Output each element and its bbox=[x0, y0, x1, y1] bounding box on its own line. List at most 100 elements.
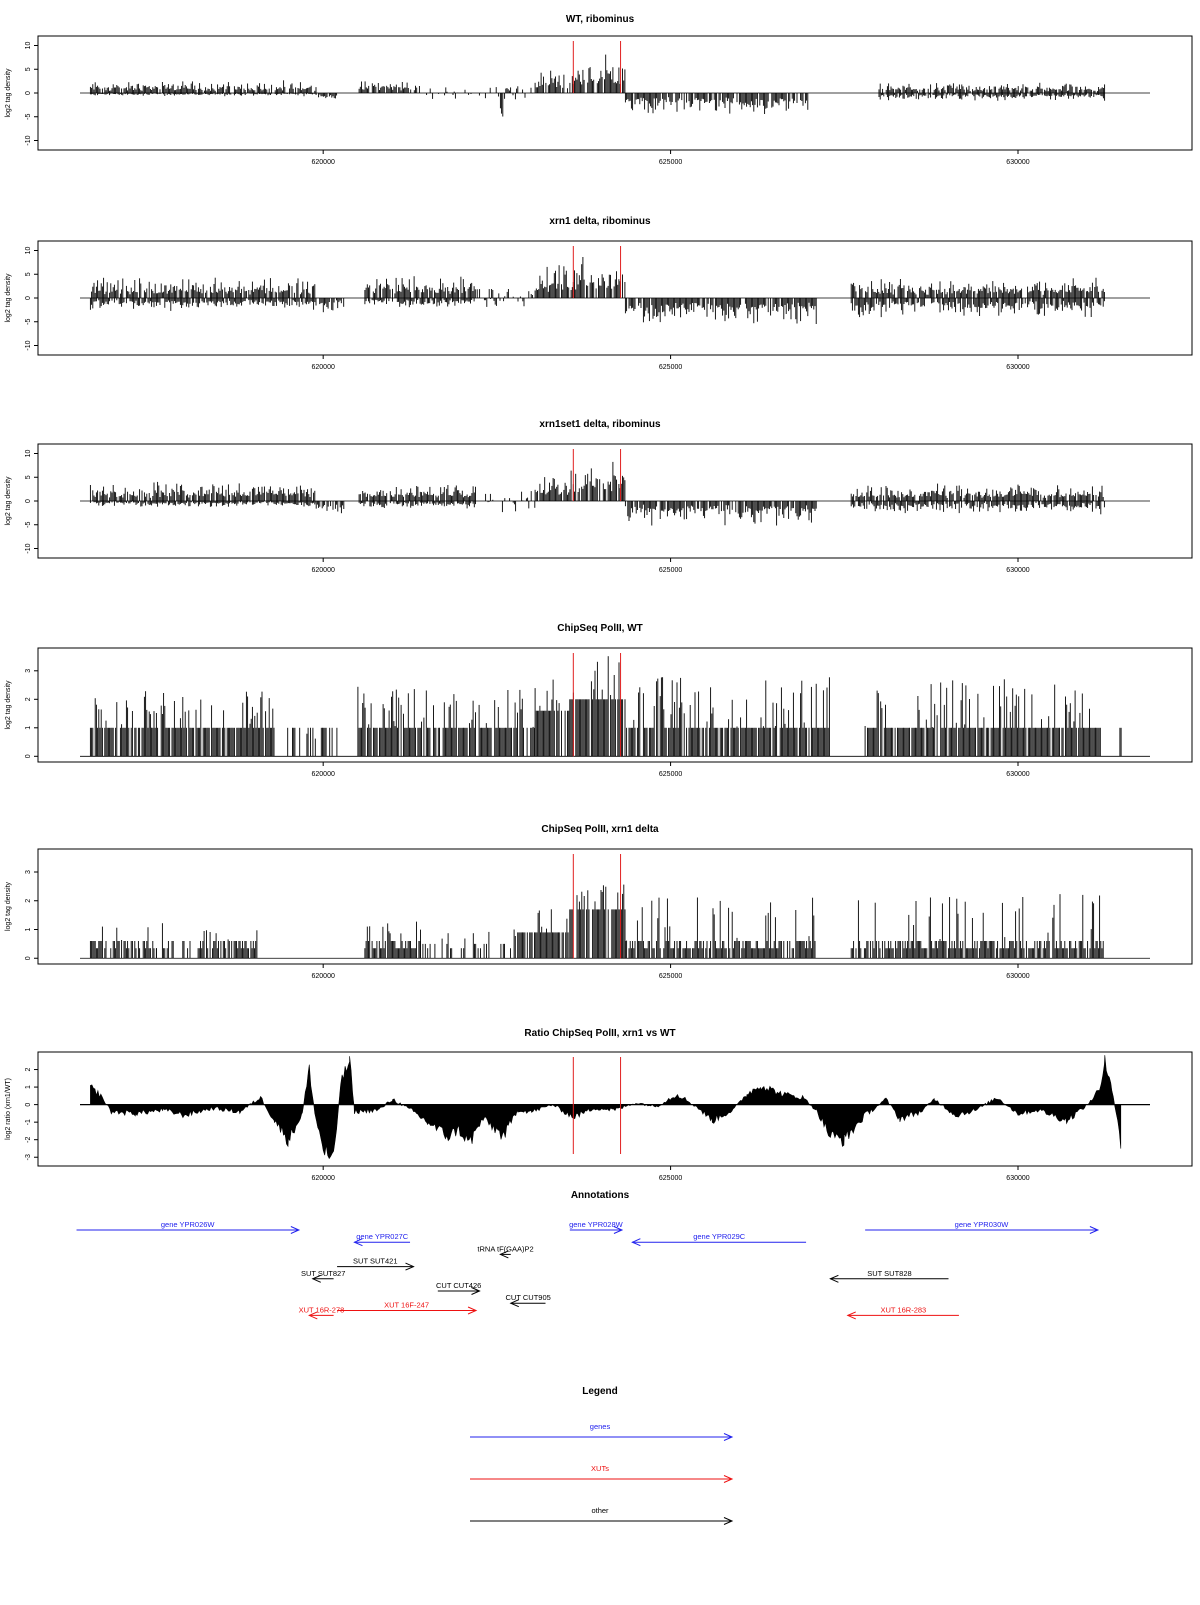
signal-segment-7 bbox=[864, 679, 1101, 757]
signal-segment-3 bbox=[319, 298, 345, 313]
plot-frame bbox=[37, 647, 1193, 763]
chart-panel-4: ChipSeq PolII, WT log2 tag density 0 1 2 3 620… bbox=[5, 623, 1193, 778]
x-tick-label: 630000 bbox=[1006, 973, 1029, 980]
y-tick-label: 5 bbox=[25, 67, 32, 71]
signal-segment-5 bbox=[358, 501, 476, 509]
y-tick-label: 0 bbox=[25, 296, 32, 300]
y-tick-label: -10 bbox=[25, 135, 32, 145]
x-tick-label: 620000 bbox=[312, 567, 335, 574]
signal-segment-11 bbox=[878, 93, 1106, 101]
y-tick-label: -10 bbox=[25, 340, 32, 350]
signal-segment-6 bbox=[499, 93, 504, 117]
plot-frame bbox=[37, 1051, 1193, 1167]
signal-segment-6 bbox=[517, 909, 569, 959]
annotation-feature: gene YPR028W bbox=[569, 1220, 624, 1234]
annotation-feature: CUT CUT426 bbox=[436, 1281, 481, 1295]
x-tick-label: 630000 bbox=[1006, 771, 1029, 778]
legend: Legend genes XUTs other bbox=[470, 1386, 734, 1525]
x-tick-label: 620000 bbox=[312, 973, 335, 980]
y-tick-label: -3 bbox=[25, 1154, 32, 1160]
x-tick-label: 620000 bbox=[312, 771, 335, 778]
chart-title: WT, ribominus bbox=[566, 14, 635, 25]
legend-arrow-head bbox=[723, 1517, 734, 1525]
x-tick-label: 620000 bbox=[312, 1175, 335, 1182]
signal-segment-8 bbox=[624, 897, 816, 959]
annotation-feature: gene YPR030W bbox=[865, 1220, 1100, 1234]
feature-arrow-head bbox=[613, 1226, 624, 1234]
y-axis-label: log2 tag density bbox=[5, 476, 12, 526]
feature-label: CUT CUT426 bbox=[436, 1281, 481, 1290]
signal-segment-3 bbox=[197, 930, 258, 959]
signal-segment-2 bbox=[89, 501, 317, 507]
annotations-title: Annotations bbox=[571, 1190, 630, 1201]
y-tick-label: 10 bbox=[25, 42, 32, 50]
plot-frame bbox=[37, 848, 1193, 965]
x-tick-label: 630000 bbox=[1006, 159, 1029, 166]
y-tick-label: -5 bbox=[25, 522, 32, 528]
legend-item-genes: genes bbox=[470, 1422, 734, 1441]
feature-label: SUT SUT421 bbox=[353, 1257, 397, 1266]
y-tick-label: 0 bbox=[25, 956, 32, 960]
signal-segment-9 bbox=[624, 501, 817, 526]
feature-arrow-head bbox=[353, 1238, 363, 1247]
y-axis-label: log2 tag density bbox=[5, 680, 12, 730]
feature-label: gene YPR029C bbox=[693, 1232, 746, 1241]
annotations-track: Annotations gene YPR026W gene YPR027C gene … bbox=[76, 1190, 1100, 1320]
x-tick-label: 625000 bbox=[659, 973, 682, 980]
signal-segment-10 bbox=[850, 277, 1105, 298]
annotation-feature: SUT SUT827 bbox=[301, 1269, 345, 1283]
x-tick-label: 630000 bbox=[1006, 567, 1029, 574]
feature-label: gene YPR030W bbox=[955, 1220, 1010, 1229]
signal-segment-2 bbox=[155, 923, 191, 959]
feature-arrow-head bbox=[405, 1262, 415, 1271]
feature-arrow-head bbox=[308, 1311, 318, 1320]
signal-segment-4 bbox=[534, 679, 570, 757]
feature-label: SUT SUT827 bbox=[301, 1269, 345, 1278]
annotation-feature: XUT 16R-278 bbox=[299, 1305, 344, 1320]
legend-item-other: other bbox=[470, 1506, 734, 1525]
annotation-feature: SUT SUT828 bbox=[829, 1269, 949, 1283]
x-tick-label: 625000 bbox=[659, 159, 682, 166]
y-tick-label: 0 bbox=[25, 91, 32, 95]
feature-label: tRNA tF(GAA)P2 bbox=[477, 1244, 533, 1253]
signal-segment-11 bbox=[850, 501, 1105, 515]
y-tick-label: 0 bbox=[25, 754, 32, 758]
feature-label: SUT SUT828 bbox=[867, 1269, 911, 1278]
y-tick-label: 3 bbox=[25, 870, 32, 874]
signal-segment-7 bbox=[534, 470, 572, 501]
y-tick-label: 2 bbox=[25, 697, 32, 701]
feature-arrow-head bbox=[311, 1274, 321, 1283]
x-tick-label: 620000 bbox=[312, 159, 335, 166]
legend-label: XUTs bbox=[591, 1464, 609, 1473]
feature-arrow-head bbox=[509, 1299, 519, 1308]
y-axis-label: log2 ratio (xrn1/WT) bbox=[5, 1078, 12, 1140]
signal-segment-5 bbox=[420, 929, 516, 959]
feature-arrow-head bbox=[290, 1226, 301, 1234]
y-tick-label: 1 bbox=[25, 726, 32, 730]
y-tick-label: 10 bbox=[25, 247, 32, 255]
feature-label: gene YPR028W bbox=[569, 1220, 624, 1229]
y-tick-label: -2 bbox=[25, 1136, 32, 1142]
signal-segment-8 bbox=[1119, 727, 1122, 757]
signal-segment-1 bbox=[89, 80, 317, 93]
signal-segment-11 bbox=[850, 298, 1105, 318]
signal-segment-4 bbox=[364, 921, 421, 959]
signal-segment-9 bbox=[624, 93, 809, 114]
chart-panel-2: xrn1 delta, ribominus log2 tag density -10… bbox=[5, 216, 1193, 371]
y-tick-label: 5 bbox=[25, 272, 32, 276]
annotation-feature: XUT 16F-247 bbox=[337, 1301, 478, 1315]
chart-title: xrn1 delta, ribominus bbox=[549, 216, 651, 227]
signal-segment-8 bbox=[572, 257, 626, 298]
annotation-feature: CUT CUT905 bbox=[506, 1293, 551, 1308]
signal-segment-3 bbox=[315, 501, 345, 514]
signal-segment-4 bbox=[358, 81, 418, 93]
x-tick-label: 625000 bbox=[659, 771, 682, 778]
signal-segment-7 bbox=[569, 884, 626, 959]
feature-arrow-head bbox=[499, 1250, 509, 1259]
x-tick-label: 625000 bbox=[659, 567, 682, 574]
chart-title: Ratio ChipSeq PolII, xrn1 vs WT bbox=[524, 1028, 675, 1039]
y-axis-label: log2 tag density bbox=[5, 881, 12, 931]
ratio-area bbox=[90, 1055, 1122, 1160]
x-tick-label: 630000 bbox=[1006, 364, 1029, 371]
